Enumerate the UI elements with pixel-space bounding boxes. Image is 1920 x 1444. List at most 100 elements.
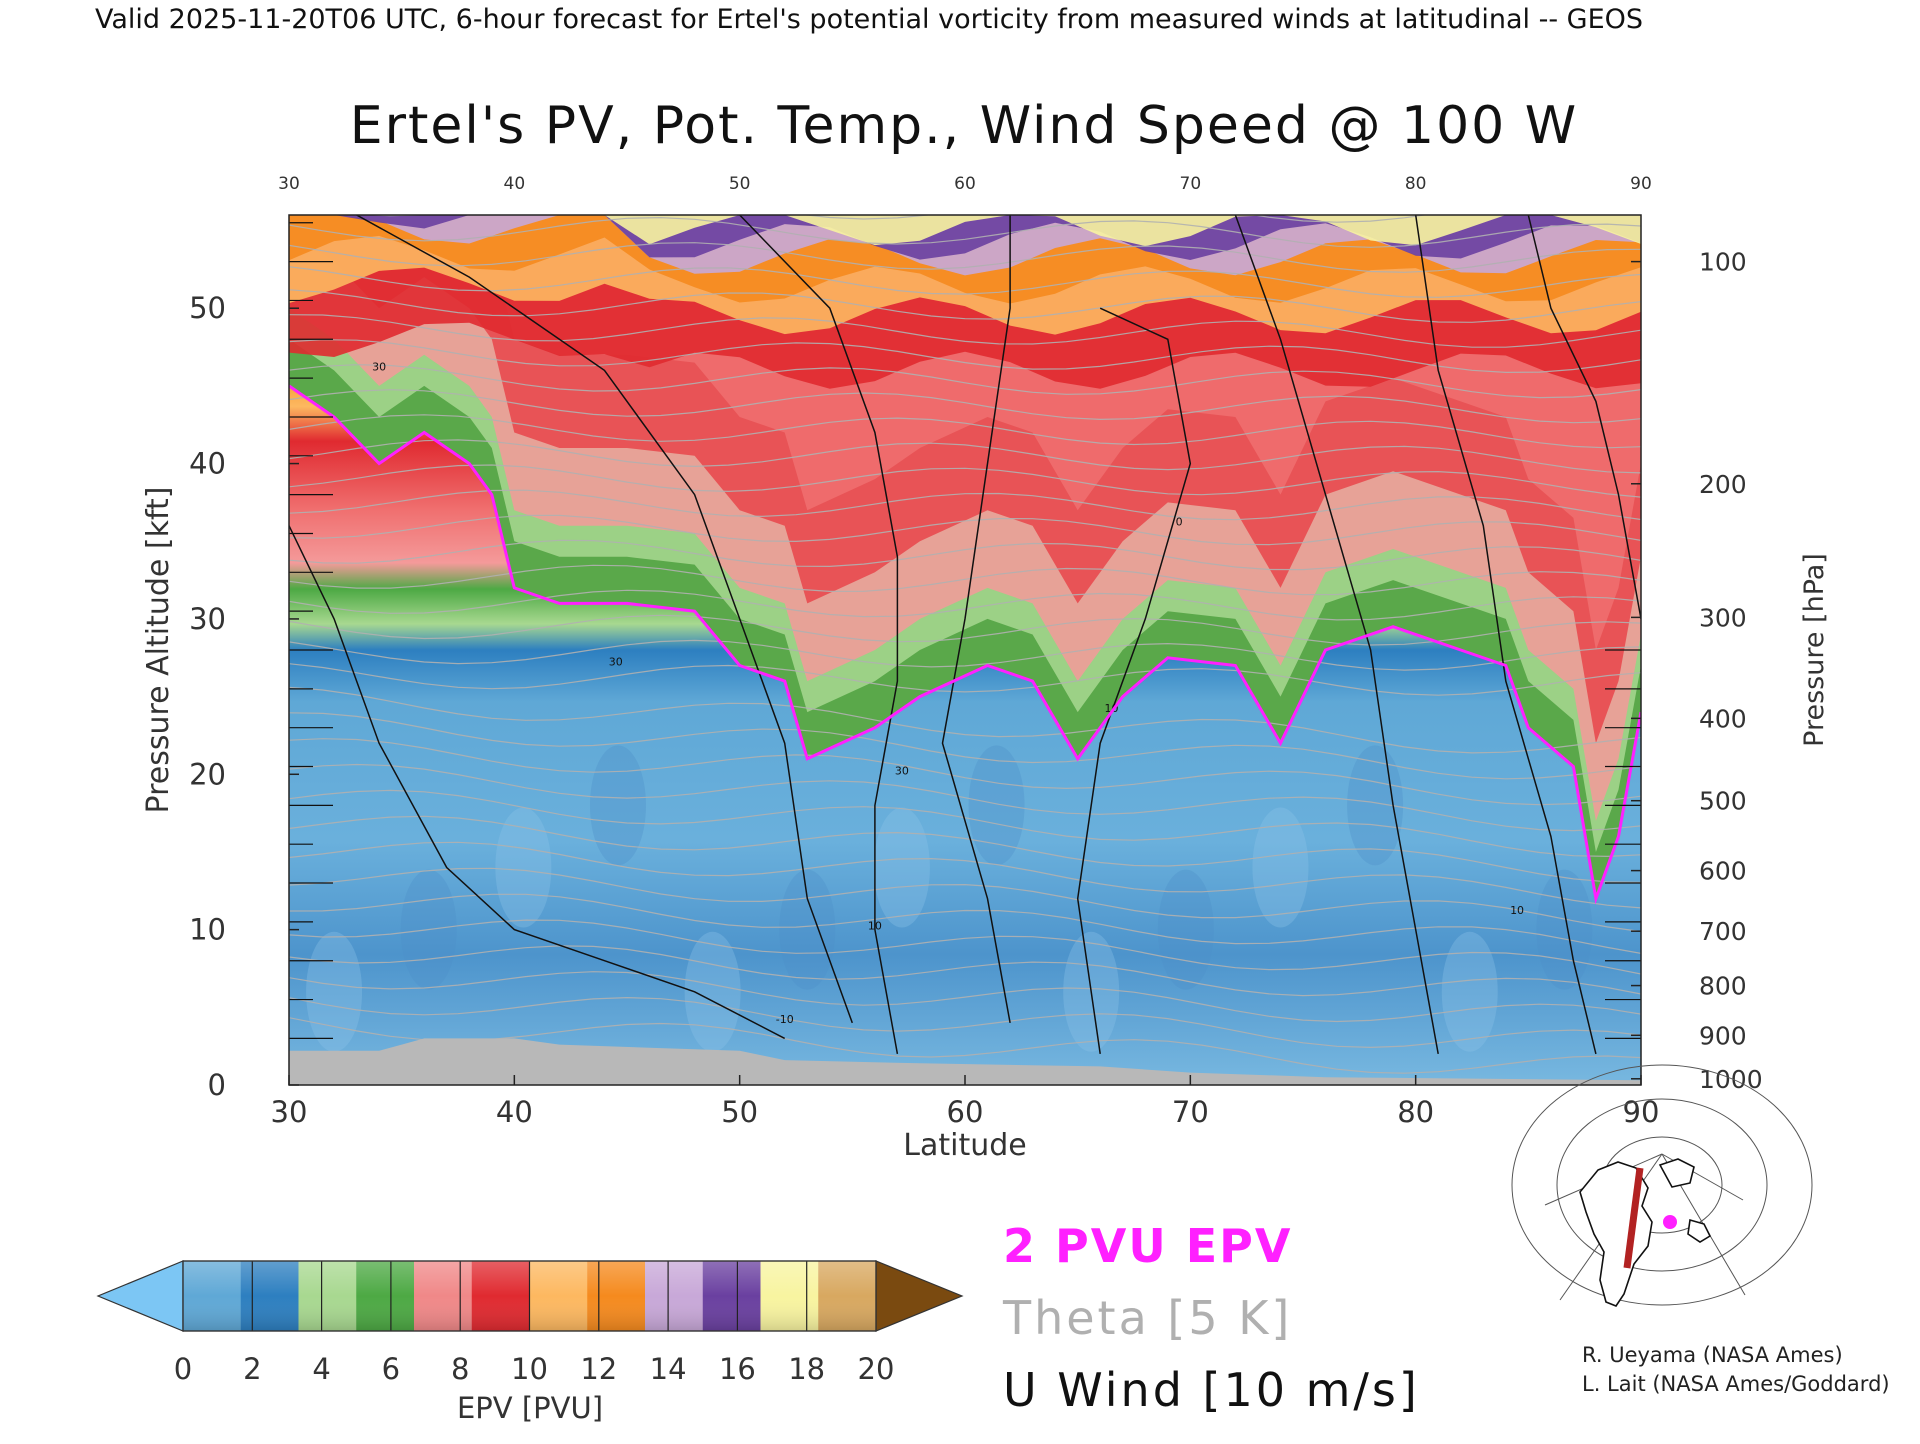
y-tick-label: 20 [189, 757, 226, 791]
colorbar-tick-label: 0 [174, 1352, 192, 1386]
colorbar-tick-label: 6 [382, 1352, 400, 1386]
x-top-tick-label: 90 [1630, 174, 1652, 194]
x-top-tick-label: 60 [954, 174, 976, 194]
x-tick-label: 60 [947, 1095, 984, 1129]
u-wind-line [941, 215, 1011, 1024]
pressure-tick-label: 100 [1699, 248, 1747, 277]
x-tick-label: 40 [496, 1095, 533, 1129]
low-pv-patch [1536, 869, 1593, 990]
u-wind-line [356, 215, 854, 1024]
theta-line [289, 414, 1641, 449]
location-dot [1663, 1215, 1677, 1229]
low-pv-patch [589, 745, 646, 866]
colorbar-tick-label: 10 [511, 1352, 548, 1386]
pressure-tick-label: 700 [1699, 917, 1747, 946]
theta-line [289, 289, 1641, 323]
theta-line [289, 364, 1641, 399]
legend-theta: Theta [5 K] [1002, 1291, 1292, 1345]
pressure-tick-label: 500 [1699, 787, 1747, 816]
low-pv-patch [779, 869, 836, 990]
pressure-tick-label: 300 [1699, 603, 1747, 632]
theta-line [289, 389, 1641, 424]
y-tick-label: 30 [189, 602, 226, 636]
u-wind-line [1414, 215, 1597, 1055]
colorbar-label: EPV [PVU] [457, 1391, 603, 1425]
pressure-tick-label: 600 [1699, 857, 1747, 886]
contour-label: 0 [1176, 516, 1183, 529]
theta-contours [289, 215, 1641, 1074]
low-pv-patch [968, 745, 1025, 866]
theta-line [289, 242, 1641, 273]
theta-line [289, 841, 1641, 909]
valid-line: Valid 2025-11-20T06 UTC, 6-hour forecast… [95, 4, 1643, 35]
y-tick-label: 50 [189, 291, 226, 325]
x-top-tick-label: 70 [1180, 174, 1202, 194]
theta-line [289, 763, 1641, 832]
pressure-tick-label: 800 [1699, 972, 1747, 1001]
credit-line-2: L. Lait (NASA Ames/Goddard) [1582, 1372, 1890, 1396]
legend-pv: 2 PVU EPV [1003, 1219, 1292, 1273]
contour-label: 30 [609, 656, 623, 669]
legend-wind: U Wind [10 m/s] [1003, 1363, 1420, 1417]
u-wind-line [1076, 307, 1192, 1055]
contour-label: -10 [776, 1013, 794, 1026]
y-tick-label: 40 [189, 447, 226, 481]
low-pv-patch [1441, 931, 1498, 1052]
pressure-tick-label: 200 [1699, 470, 1747, 499]
theta-line [289, 712, 1641, 780]
theta-line [289, 971, 1641, 1023]
colorbar-tick-label: 12 [580, 1352, 617, 1386]
theta-line [289, 564, 1641, 596]
colorbar-frame [182, 1260, 877, 1332]
colorbar-tick-label: 8 [451, 1352, 469, 1386]
contour-label: 30 [372, 360, 386, 373]
credit-line-1: R. Ueyama (NASA Ames) [1582, 1343, 1843, 1367]
x-tick-label: 50 [721, 1095, 758, 1129]
y-tick-label: 0 [208, 1068, 226, 1102]
colorbar-tick-label: 4 [312, 1352, 330, 1386]
colorbar-tick-label: 14 [650, 1352, 687, 1386]
theta-line [289, 216, 1641, 248]
colorbar-tick-label: 18 [788, 1352, 825, 1386]
pressure-tick-label: 900 [1699, 1021, 1747, 1050]
colorbar: 0 2 4 6 8 10 12 14 16 18 20 [96, 1260, 964, 1386]
x-top-tick-label: 50 [729, 174, 751, 194]
low-pv-patch [1347, 745, 1404, 866]
colorbar-under-arrow [96, 1260, 184, 1332]
y-axis-right-label: Pressure [hPa] [1799, 553, 1830, 747]
theta-line [289, 489, 1641, 521]
theta-line [289, 686, 1641, 754]
theta-line [289, 514, 1641, 546]
x-top-tick-label: 40 [504, 174, 526, 194]
cross-section-line [1623, 1167, 1644, 1269]
theta-line [289, 945, 1641, 997]
theta-line [289, 539, 1641, 571]
theta-line [289, 1017, 1641, 1074]
x-top-tick-label: 80 [1405, 174, 1427, 194]
theta-line [289, 738, 1641, 806]
theta-line [289, 815, 1641, 883]
u-wind-line [739, 215, 899, 1055]
colorbar-tick-label: 16 [719, 1352, 756, 1386]
colorbar-tick-label: 2 [243, 1352, 261, 1386]
x-tick-label: 70 [1172, 1095, 1209, 1129]
colorbar-tick-label: 20 [858, 1352, 895, 1386]
chart-title: Ertel's PV, Pot. Temp., Wind Speed @ 100… [350, 96, 1578, 156]
axes: 3030404050506060707080809090010203040501… [189, 174, 1763, 1129]
pressure-tick-label: 400 [1699, 704, 1747, 733]
u-wind-line [289, 525, 786, 1040]
theta-line [289, 314, 1641, 348]
contour-label: 10 [1510, 904, 1524, 917]
left-ticks-strip [289, 222, 1641, 1039]
u-wind-line [1527, 215, 1641, 620]
theta-line [289, 639, 1641, 671]
low-pv-patch [873, 807, 930, 928]
polar-map-cross-section-icon [1511, 1064, 1813, 1307]
contour-label: 10 [868, 920, 882, 933]
terrain-mask [289, 1038, 1641, 1085]
low-pv-patch [306, 931, 363, 1052]
theta-line [289, 464, 1641, 498]
